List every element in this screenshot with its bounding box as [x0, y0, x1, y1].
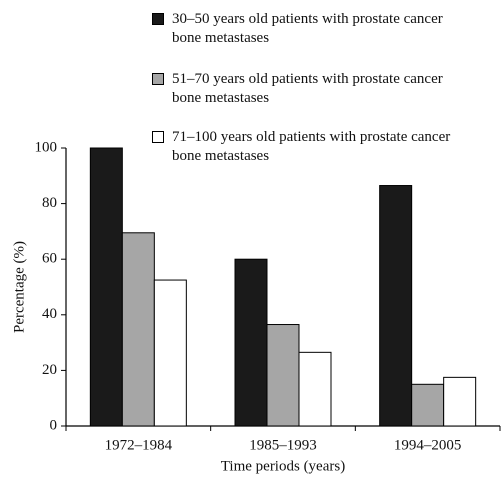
x-tick-label: 1994–2005: [394, 437, 462, 453]
bar: [443, 376, 477, 427]
legend-swatch: [152, 73, 164, 85]
y-axis-title: Percentage (%): [11, 241, 27, 333]
y-tick-label: 20: [42, 362, 57, 378]
legend-item: 30–50 years old patients with prostate c…: [152, 10, 472, 48]
legend-label: 51–70 years old patients with prostate c…: [172, 71, 443, 106]
legend-label: 30–50 years old patients with prostate c…: [172, 11, 443, 46]
x-tick-label: 1972–1984: [105, 437, 173, 453]
legend-swatch: [152, 13, 164, 25]
bar: [411, 383, 445, 427]
bar: [153, 279, 187, 427]
legend-swatch: [152, 131, 164, 143]
bar: [298, 351, 332, 427]
y-tick-label: 80: [42, 195, 57, 211]
bar: [379, 185, 413, 427]
y-tick-label: 100: [35, 139, 58, 155]
x-tick-label: 1985–1993: [249, 437, 317, 453]
bar: [234, 258, 268, 427]
legend-label: 71–100 years old patients with prostate …: [172, 129, 451, 164]
bar: [266, 324, 300, 427]
y-tick-label: 0: [50, 417, 58, 433]
legend-item: 71–100 years old patients with prostate …: [152, 128, 472, 166]
bar: [121, 232, 155, 427]
x-axis-title: Time periods (years): [221, 458, 345, 474]
y-tick-label: 60: [42, 251, 57, 267]
y-tick-label: 40: [42, 306, 57, 322]
bar: [89, 147, 123, 427]
legend-item: 51–70 years old patients with prostate c…: [152, 70, 472, 108]
